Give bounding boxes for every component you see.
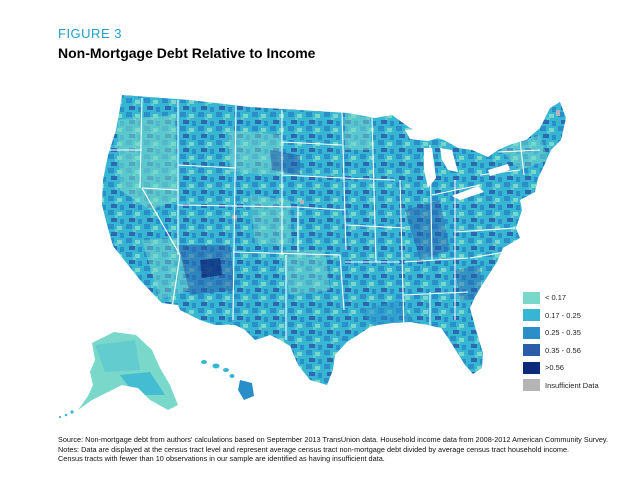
legend-label: < 0.17 (545, 293, 567, 302)
legend-label: 0.25 - 0.35 (545, 328, 581, 337)
legend-swatch (523, 361, 540, 374)
legend-label: >0.56 (545, 363, 564, 372)
legend-item: 0.35 - 0.56 (523, 344, 618, 357)
notes-line: Notes: Data are displayed at the census … (58, 444, 570, 454)
legend-item: 0.17 - 0.25 (523, 309, 618, 322)
legend-item: < 0.17 (523, 291, 618, 304)
legend-swatch (523, 309, 540, 321)
figure-title: Non-Mortgage Debt Relative to Income (58, 45, 316, 61)
legend: < 0.17 0.17 - 0.25 0.25 - 0.35 0.35 - 0.… (523, 291, 618, 396)
notes-line: Census tracts with fewer than 10 observa… (58, 454, 385, 464)
legend-swatch (523, 379, 540, 391)
legend-swatch (523, 326, 540, 339)
legend-item: 0.25 - 0.35 (523, 326, 618, 339)
legend-swatch (523, 344, 540, 356)
legend-label: Insufficient Data (545, 380, 599, 390)
source-line: Source: Non-mortgage debt from authors' … (58, 435, 609, 444)
legend-swatch (523, 291, 540, 304)
legend-item: >0.56 (523, 361, 618, 374)
source-notes: Source: Non-mortgage debt from authors' … (58, 435, 618, 464)
legend-label: 0.17 - 0.25 (545, 310, 581, 320)
figure-label: FIGURE 3 (58, 26, 122, 41)
legend-item: Insufficient Data (523, 379, 618, 392)
legend-label: 0.35 - 0.56 (545, 345, 581, 355)
